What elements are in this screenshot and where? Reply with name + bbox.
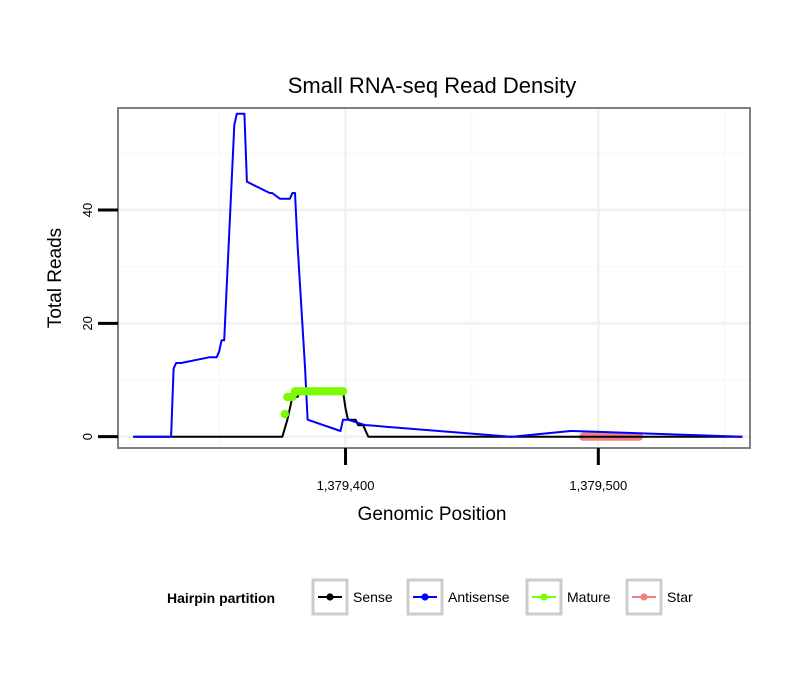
legend-key-point-sense <box>326 593 334 601</box>
y-tick-label: 40 <box>80 203 95 217</box>
chart-title: Small RNA-seq Read Density <box>288 73 577 98</box>
legend-key-point-mature <box>540 593 548 601</box>
legend-title: Hairpin partition <box>167 590 275 606</box>
y-tick-label: 20 <box>80 316 95 330</box>
legend-label-star: Star <box>667 589 693 605</box>
legend-key-point-star <box>640 593 648 601</box>
series-layer <box>133 112 743 441</box>
x-tick-label: 1,379,500 <box>569 478 627 493</box>
x-axis: 1,379,400 1,379,500 <box>317 448 627 493</box>
x-tick-label: 1,379,400 <box>317 478 375 493</box>
legend-label-sense: Sense <box>353 589 393 605</box>
mature-point <box>338 387 348 396</box>
mature-point <box>280 409 289 419</box>
y-axis-title: Total Reads <box>45 228 66 328</box>
y-tick-label: 0 <box>80 433 95 440</box>
plot-panel-border <box>117 107 751 449</box>
legend-label-antisense: Antisense <box>448 589 510 605</box>
legend-key-point-antisense <box>421 593 429 601</box>
plot-panel-background <box>118 108 750 448</box>
y-axis: 0 20 40 <box>80 203 118 440</box>
antisense-series-line <box>133 112 743 438</box>
legend: Hairpin partition Sense Antisense Mature St… <box>167 578 693 616</box>
x-axis-title: Genomic Position <box>358 504 507 525</box>
legend-label-mature: Mature <box>567 589 611 605</box>
